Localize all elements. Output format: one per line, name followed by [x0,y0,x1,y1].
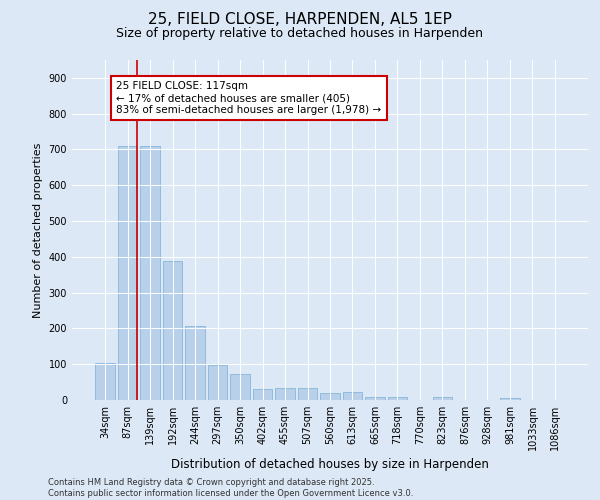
Bar [298,388,317,400]
Bar [500,398,520,400]
Bar [118,146,137,400]
Bar [253,390,272,400]
Text: Size of property relative to detached houses in Harpenden: Size of property relative to detached ho… [116,28,484,40]
Text: Contains HM Land Registry data © Crown copyright and database right 2025.
Contai: Contains HM Land Registry data © Crown c… [48,478,413,498]
Bar [230,374,250,400]
Bar [95,363,115,400]
Bar [275,388,295,400]
Bar [320,393,340,400]
Bar [433,397,452,400]
Text: 25, FIELD CLOSE, HARPENDEN, AL5 1EP: 25, FIELD CLOSE, HARPENDEN, AL5 1EP [148,12,452,28]
Bar [365,397,385,400]
Bar [163,261,182,400]
Y-axis label: Number of detached properties: Number of detached properties [33,142,43,318]
Bar [185,326,205,400]
Bar [388,397,407,400]
Text: 25 FIELD CLOSE: 117sqm
← 17% of detached houses are smaller (405)
83% of semi-de: 25 FIELD CLOSE: 117sqm ← 17% of detached… [116,82,382,114]
Bar [343,392,362,400]
Bar [208,365,227,400]
Bar [140,146,160,400]
X-axis label: Distribution of detached houses by size in Harpenden: Distribution of detached houses by size … [171,458,489,471]
